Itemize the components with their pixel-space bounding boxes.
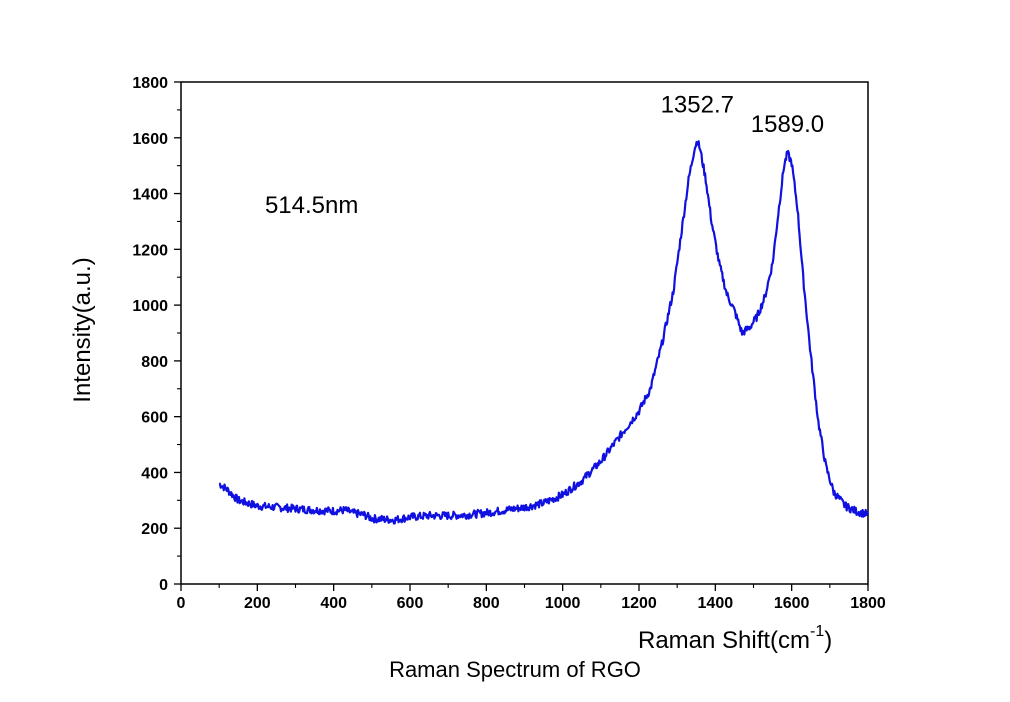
y-tick-label: 600 (141, 410, 168, 427)
annotation-label: 1352.7 (661, 92, 734, 119)
x-tick-label: 0 (177, 595, 186, 612)
y-tick-label: 1400 (132, 187, 168, 204)
y-tick-label: 400 (141, 465, 168, 482)
y-tick-label: 1800 (132, 75, 168, 92)
y-tick-label: 1200 (132, 242, 168, 259)
tick-labels: 0 200 400 600 800 1000 1200 1400 1600 1800 0 200 400… (132, 75, 885, 612)
x-axis-title-close: ) (824, 627, 832, 654)
x-tick-label: 1000 (545, 595, 581, 612)
ticks (174, 81, 869, 591)
y-tick-label: 1600 (132, 131, 168, 148)
x-tick-label: 200 (244, 595, 271, 612)
annotation-label: 1589.0 (751, 111, 824, 138)
y-tick-label: 800 (141, 354, 168, 371)
x-tick-label: 1600 (774, 595, 810, 612)
series (218, 140, 870, 525)
y-tick-label: 200 (141, 521, 168, 538)
x-tick-label: 400 (320, 595, 347, 612)
annotation-label: 514.5nm (265, 192, 358, 219)
y-tick-label: 1000 (132, 298, 168, 315)
y-axis-title: Intensity(a.u.) (69, 257, 96, 402)
x-tick-label: 800 (473, 595, 500, 612)
x-axis-title-main: Raman Shift(cm (638, 627, 810, 654)
x-axis-title: Raman Shift(cm-1) (638, 623, 832, 654)
y-tick-label: 0 (159, 577, 168, 594)
x-tick-label: 1200 (621, 595, 657, 612)
annotations: 514.5nm 1352.7 1589.0 (265, 92, 824, 219)
x-axis-title-superscript: -1 (810, 623, 824, 640)
x-tick-label: 1800 (850, 595, 886, 612)
chart-caption: Raman Spectrum of RGO (389, 657, 641, 682)
spectrum-line (218, 140, 870, 525)
x-tick-label: 1400 (698, 595, 734, 612)
x-tick-label: 600 (397, 595, 424, 612)
